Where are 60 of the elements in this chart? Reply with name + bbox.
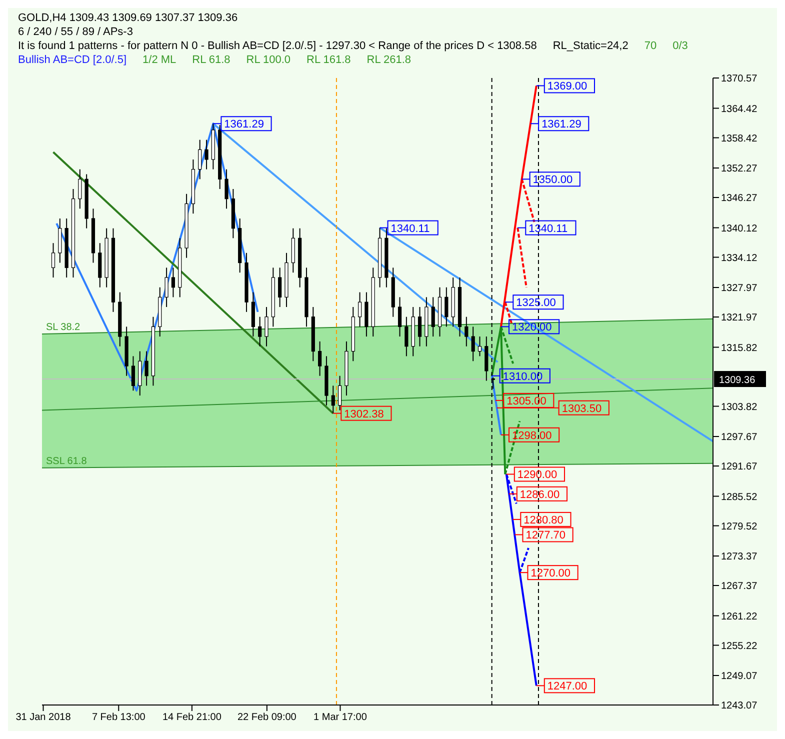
x-tick-label: 22 Feb 09:00 bbox=[237, 712, 297, 724]
y-tick-label: 1297.67 bbox=[721, 432, 758, 444]
x-tick-label: 31 Jan 2018 bbox=[16, 712, 72, 724]
annotation: 1302.38 bbox=[344, 408, 384, 420]
y-tick-label: 1273.37 bbox=[721, 552, 758, 563]
annotation: 1286.00 bbox=[520, 488, 560, 501]
annotation: 1320.00 bbox=[512, 322, 552, 334]
annotation: 1325.00 bbox=[516, 297, 556, 310]
y-tick-label: 1255.22 bbox=[721, 640, 758, 652]
x-tick-label: 7 Feb 13:00 bbox=[92, 712, 146, 724]
annotation: 1350.00 bbox=[532, 174, 573, 186]
y-tick-label: 1279.52 bbox=[721, 521, 758, 532]
y-tick-label: 1346.27 bbox=[721, 193, 758, 204]
y-tick-label: 1334.12 bbox=[721, 252, 758, 264]
y-tick-label: 1358.42 bbox=[721, 133, 758, 144]
y-tick-label: 1321.97 bbox=[721, 312, 758, 324]
annotation: 1310.00 bbox=[502, 370, 543, 383]
text: RL 261.8 bbox=[366, 53, 412, 67]
text: 0/3 bbox=[672, 39, 688, 53]
text: Bullish AB=CD [2.0/.5] bbox=[18, 53, 127, 67]
annotation: 1303.50 bbox=[562, 402, 602, 415]
annotation: 1369.00 bbox=[547, 80, 588, 93]
x-tick-label: 14 Feb 21:00 bbox=[162, 712, 222, 724]
annotation: 1361.29 bbox=[224, 118, 264, 131]
text: RL_Static=24,2 bbox=[552, 39, 628, 53]
annotation: 1280.80 bbox=[524, 514, 564, 526]
y-tick-label: 1291.67 bbox=[721, 462, 758, 473]
annotation: 1290.00 bbox=[517, 469, 558, 482]
annotation: SSL 61.8 bbox=[46, 456, 88, 467]
y-tick-label: 1327.97 bbox=[721, 283, 758, 294]
text: RL 161.8 bbox=[306, 53, 351, 67]
y-tick-label: 1340.12 bbox=[721, 223, 758, 234]
y-tick-label: 1249.07 bbox=[721, 671, 758, 682]
annotation: 1305.00 bbox=[506, 395, 546, 408]
annotation: SL 38.2 bbox=[46, 322, 81, 334]
ref-line-label: 1309.36 bbox=[719, 375, 756, 386]
y-tick-label: 1243.07 bbox=[721, 700, 758, 712]
y-tick-label: 1315.82 bbox=[721, 342, 758, 354]
y-tick-label: 1370.57 bbox=[721, 74, 758, 85]
y-tick-label: 1261.22 bbox=[721, 611, 758, 622]
annotation: 1277.70 bbox=[526, 530, 566, 542]
x-tick-label: 1 Mar 17:00 bbox=[314, 712, 368, 724]
y-tick-label: 1303.82 bbox=[721, 402, 758, 413]
annotation: 1340.11 bbox=[390, 222, 430, 235]
chart-subtitle: 6 / 240 / 55 / 89 / APs-3 bbox=[18, 25, 134, 39]
text: RL 61.8 bbox=[192, 53, 230, 67]
annotation: 1340.11 bbox=[528, 222, 568, 235]
text: 1/2 ML bbox=[142, 53, 176, 67]
text: 70 bbox=[644, 39, 657, 53]
annotation: 1270.00 bbox=[530, 568, 571, 580]
y-tick-label: 1364.42 bbox=[721, 104, 758, 115]
text: It is found 1 patterns - for pattern N 0 - Bullish AB=CD [2.0/.5] - 1297.30 < Range of the prices D < 1308.58 bbox=[18, 39, 537, 53]
annotation: 1298.00 bbox=[512, 430, 552, 442]
chart-title: GOLD,H4 1309.43 1309.69 1307.37 1309.36 bbox=[18, 11, 239, 25]
y-tick-label: 1285.52 bbox=[721, 492, 758, 503]
y-tick-label: 1267.37 bbox=[721, 581, 758, 592]
annotation: 1247.00 bbox=[547, 680, 588, 693]
text: RL 100.0 bbox=[246, 53, 291, 67]
y-tick-label: 1352.27 bbox=[721, 164, 758, 175]
annotation: 1361.29 bbox=[542, 118, 582, 131]
